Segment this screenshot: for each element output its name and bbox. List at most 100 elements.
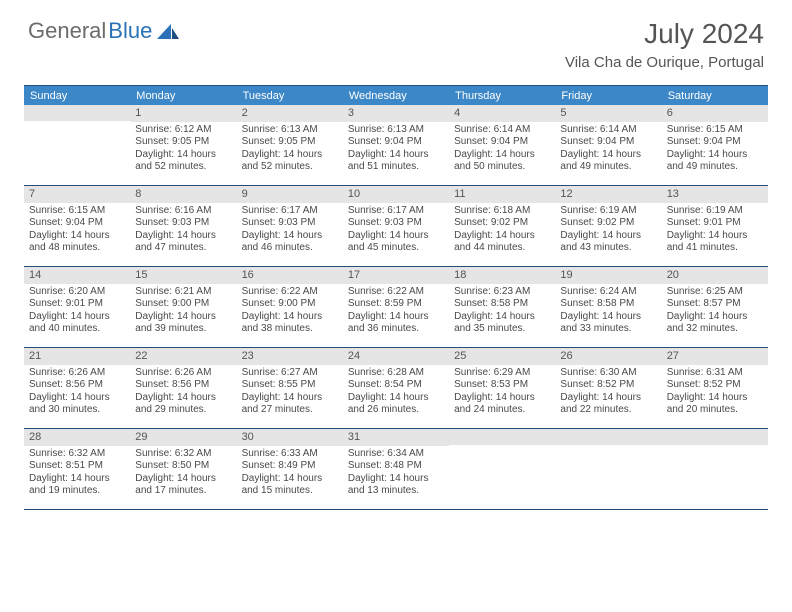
sunrise-line: Sunrise: 6:19 AM [560, 205, 656, 218]
daylight-line: Daylight: 14 hours and 36 minutes. [348, 311, 444, 336]
day-content: Sunrise: 6:18 AMSunset: 9:02 PMDaylight:… [449, 203, 555, 259]
daylight-line: Daylight: 14 hours and 29 minutes. [135, 392, 231, 417]
day-number: 21 [24, 348, 130, 365]
day-cell: 29Sunrise: 6:32 AMSunset: 8:50 PMDayligh… [130, 429, 236, 509]
week-row: 28Sunrise: 6:32 AMSunset: 8:51 PMDayligh… [24, 429, 768, 510]
day-cell: 5Sunrise: 6:14 AMSunset: 9:04 PMDaylight… [555, 105, 661, 185]
day-cell: 19Sunrise: 6:24 AMSunset: 8:58 PMDayligh… [555, 267, 661, 347]
day-header: Thursday [449, 86, 555, 105]
sunrise-line: Sunrise: 6:18 AM [454, 205, 550, 218]
day-content: Sunrise: 6:17 AMSunset: 9:03 PMDaylight:… [343, 203, 449, 259]
day-number: 14 [24, 267, 130, 284]
sunset-line: Sunset: 9:00 PM [242, 298, 338, 311]
day-number: 20 [662, 267, 768, 284]
daylight-line: Daylight: 14 hours and 15 minutes. [242, 473, 338, 498]
sunrise-line: Sunrise: 6:34 AM [348, 448, 444, 461]
day-number: 31 [343, 429, 449, 446]
day-content: Sunrise: 6:32 AMSunset: 8:51 PMDaylight:… [24, 446, 130, 502]
day-content: Sunrise: 6:16 AMSunset: 9:03 PMDaylight:… [130, 203, 236, 259]
sunrise-line: Sunrise: 6:33 AM [242, 448, 338, 461]
sunset-line: Sunset: 9:02 PM [454, 217, 550, 230]
day-number: 5 [555, 105, 661, 122]
day-cell: 24Sunrise: 6:28 AMSunset: 8:54 PMDayligh… [343, 348, 449, 428]
day-number [662, 429, 768, 445]
day-content: Sunrise: 6:24 AMSunset: 8:58 PMDaylight:… [555, 284, 661, 340]
day-cell: 30 Sunrise: 6:33 AMSunset: 8:49 PMDayligh… [237, 429, 343, 509]
day-content: Sunrise: 6:26 AMSunset: 8:56 PMDaylight:… [130, 365, 236, 421]
sunset-line: Sunset: 9:00 PM [135, 298, 231, 311]
sunrise-line: Sunrise: 6:25 AM [667, 286, 763, 299]
day-cell: 16Sunrise: 6:22 AMSunset: 9:00 PMDayligh… [237, 267, 343, 347]
day-cell: 10Sunrise: 6:17 AMSunset: 9:03 PMDayligh… [343, 186, 449, 266]
sunrise-line: Sunrise: 6:24 AM [560, 286, 656, 299]
sunset-line: Sunset: 9:02 PM [560, 217, 656, 230]
daylight-line: Daylight: 14 hours and 30 minutes. [29, 392, 125, 417]
daylight-line: Daylight: 14 hours and 17 minutes. [135, 473, 231, 498]
logo-sail-icon [157, 22, 179, 40]
day-number: 6 [662, 105, 768, 122]
sunset-line: Sunset: 9:03 PM [242, 217, 338, 230]
sunset-line: Sunset: 8:49 PM [242, 460, 338, 473]
day-content: Sunrise: 6:31 AMSunset: 8:52 PMDaylight:… [662, 365, 768, 421]
sunset-line: Sunset: 8:55 PM [242, 379, 338, 392]
daylight-line: Daylight: 14 hours and 39 minutes. [135, 311, 231, 336]
day-content: Sunrise: 6:14 AMSunset: 9:04 PMDaylight:… [555, 122, 661, 178]
day-content: Sunrise: 6:28 AMSunset: 8:54 PMDaylight:… [343, 365, 449, 421]
day-number: 8 [130, 186, 236, 203]
day-number: 11 [449, 186, 555, 203]
day-content: Sunrise: 6:23 AMSunset: 8:58 PMDaylight:… [449, 284, 555, 340]
day-number: 17 [343, 267, 449, 284]
sunrise-line: Sunrise: 6:22 AM [242, 286, 338, 299]
day-number: 24 [343, 348, 449, 365]
day-cell: 2Sunrise: 6:13 AMSunset: 9:05 PMDaylight… [237, 105, 343, 185]
daylight-line: Daylight: 14 hours and 49 minutes. [560, 149, 656, 174]
day-number: 12 [555, 186, 661, 203]
day-number: 15 [130, 267, 236, 284]
sunset-line: Sunset: 8:56 PM [29, 379, 125, 392]
daylight-line: Daylight: 14 hours and 47 minutes. [135, 230, 231, 255]
sunset-line: Sunset: 9:05 PM [242, 136, 338, 149]
daylight-line: Daylight: 14 hours and 40 minutes. [29, 311, 125, 336]
sunrise-line: Sunrise: 6:15 AM [29, 205, 125, 218]
daylight-line: Daylight: 14 hours and 51 minutes. [348, 149, 444, 174]
sunrise-line: Sunrise: 6:29 AM [454, 367, 550, 380]
sunrise-line: Sunrise: 6:20 AM [29, 286, 125, 299]
sunrise-line: Sunrise: 6:23 AM [454, 286, 550, 299]
day-cell: 14 Sunrise: 6:20 AMSunset: 9:01 PMDayligh… [24, 267, 130, 347]
daylight-line: Daylight: 14 hours and 46 minutes. [242, 230, 338, 255]
day-cell: 9Sunrise: 6:17 AMSunset: 9:03 PMDaylight… [237, 186, 343, 266]
day-number [449, 429, 555, 445]
day-number: 3 [343, 105, 449, 122]
daylight-line: Daylight: 14 hours and 43 minutes. [560, 230, 656, 255]
sunset-line: Sunset: 9:01 PM [29, 298, 125, 311]
calendar: SundayMondayTuesdayWednesdayThursdayFrid… [24, 85, 768, 510]
sunrise-line: Sunrise: 6:15 AM [667, 124, 763, 137]
daylight-line: Daylight: 14 hours and 38 minutes. [242, 311, 338, 336]
day-content: Sunrise: 6:15 AMSunset: 9:04 PMDaylight:… [662, 122, 768, 178]
daylight-line: Daylight: 14 hours and 52 minutes. [242, 149, 338, 174]
day-content: Sunrise: 6:22 AMSunset: 9:00 PMDaylight:… [237, 284, 343, 340]
day-number: 30 [237, 429, 343, 446]
day-header: Saturday [662, 86, 768, 105]
sunset-line: Sunset: 9:04 PM [560, 136, 656, 149]
daylight-line: Daylight: 14 hours and 48 minutes. [29, 230, 125, 255]
day-content: Sunrise: 6:21 AMSunset: 9:00 PMDaylight:… [130, 284, 236, 340]
sunset-line: Sunset: 9:03 PM [348, 217, 444, 230]
day-content: Sunrise: 6:30 AMSunset: 8:52 PMDaylight:… [555, 365, 661, 421]
sunrise-line: Sunrise: 6:12 AM [135, 124, 231, 137]
day-number: 7 [24, 186, 130, 203]
sunrise-line: Sunrise: 6:14 AM [454, 124, 550, 137]
day-header: Friday [555, 86, 661, 105]
day-cell: 13Sunrise: 6:19 AMSunset: 9:01 PMDayligh… [662, 186, 768, 266]
sunrise-line: Sunrise: 6:31 AM [667, 367, 763, 380]
day-cell [449, 429, 555, 509]
daylight-line: Daylight: 14 hours and 22 minutes. [560, 392, 656, 417]
sunset-line: Sunset: 8:50 PM [135, 460, 231, 473]
day-number: 19 [555, 267, 661, 284]
day-number [24, 105, 130, 121]
sunset-line: Sunset: 9:04 PM [454, 136, 550, 149]
location-label: Vila Cha de Ourique, Portugal [565, 54, 764, 71]
day-number: 4 [449, 105, 555, 122]
day-cell: 27Sunrise: 6:31 AMSunset: 8:52 PMDayligh… [662, 348, 768, 428]
day-header: Tuesday [237, 86, 343, 105]
